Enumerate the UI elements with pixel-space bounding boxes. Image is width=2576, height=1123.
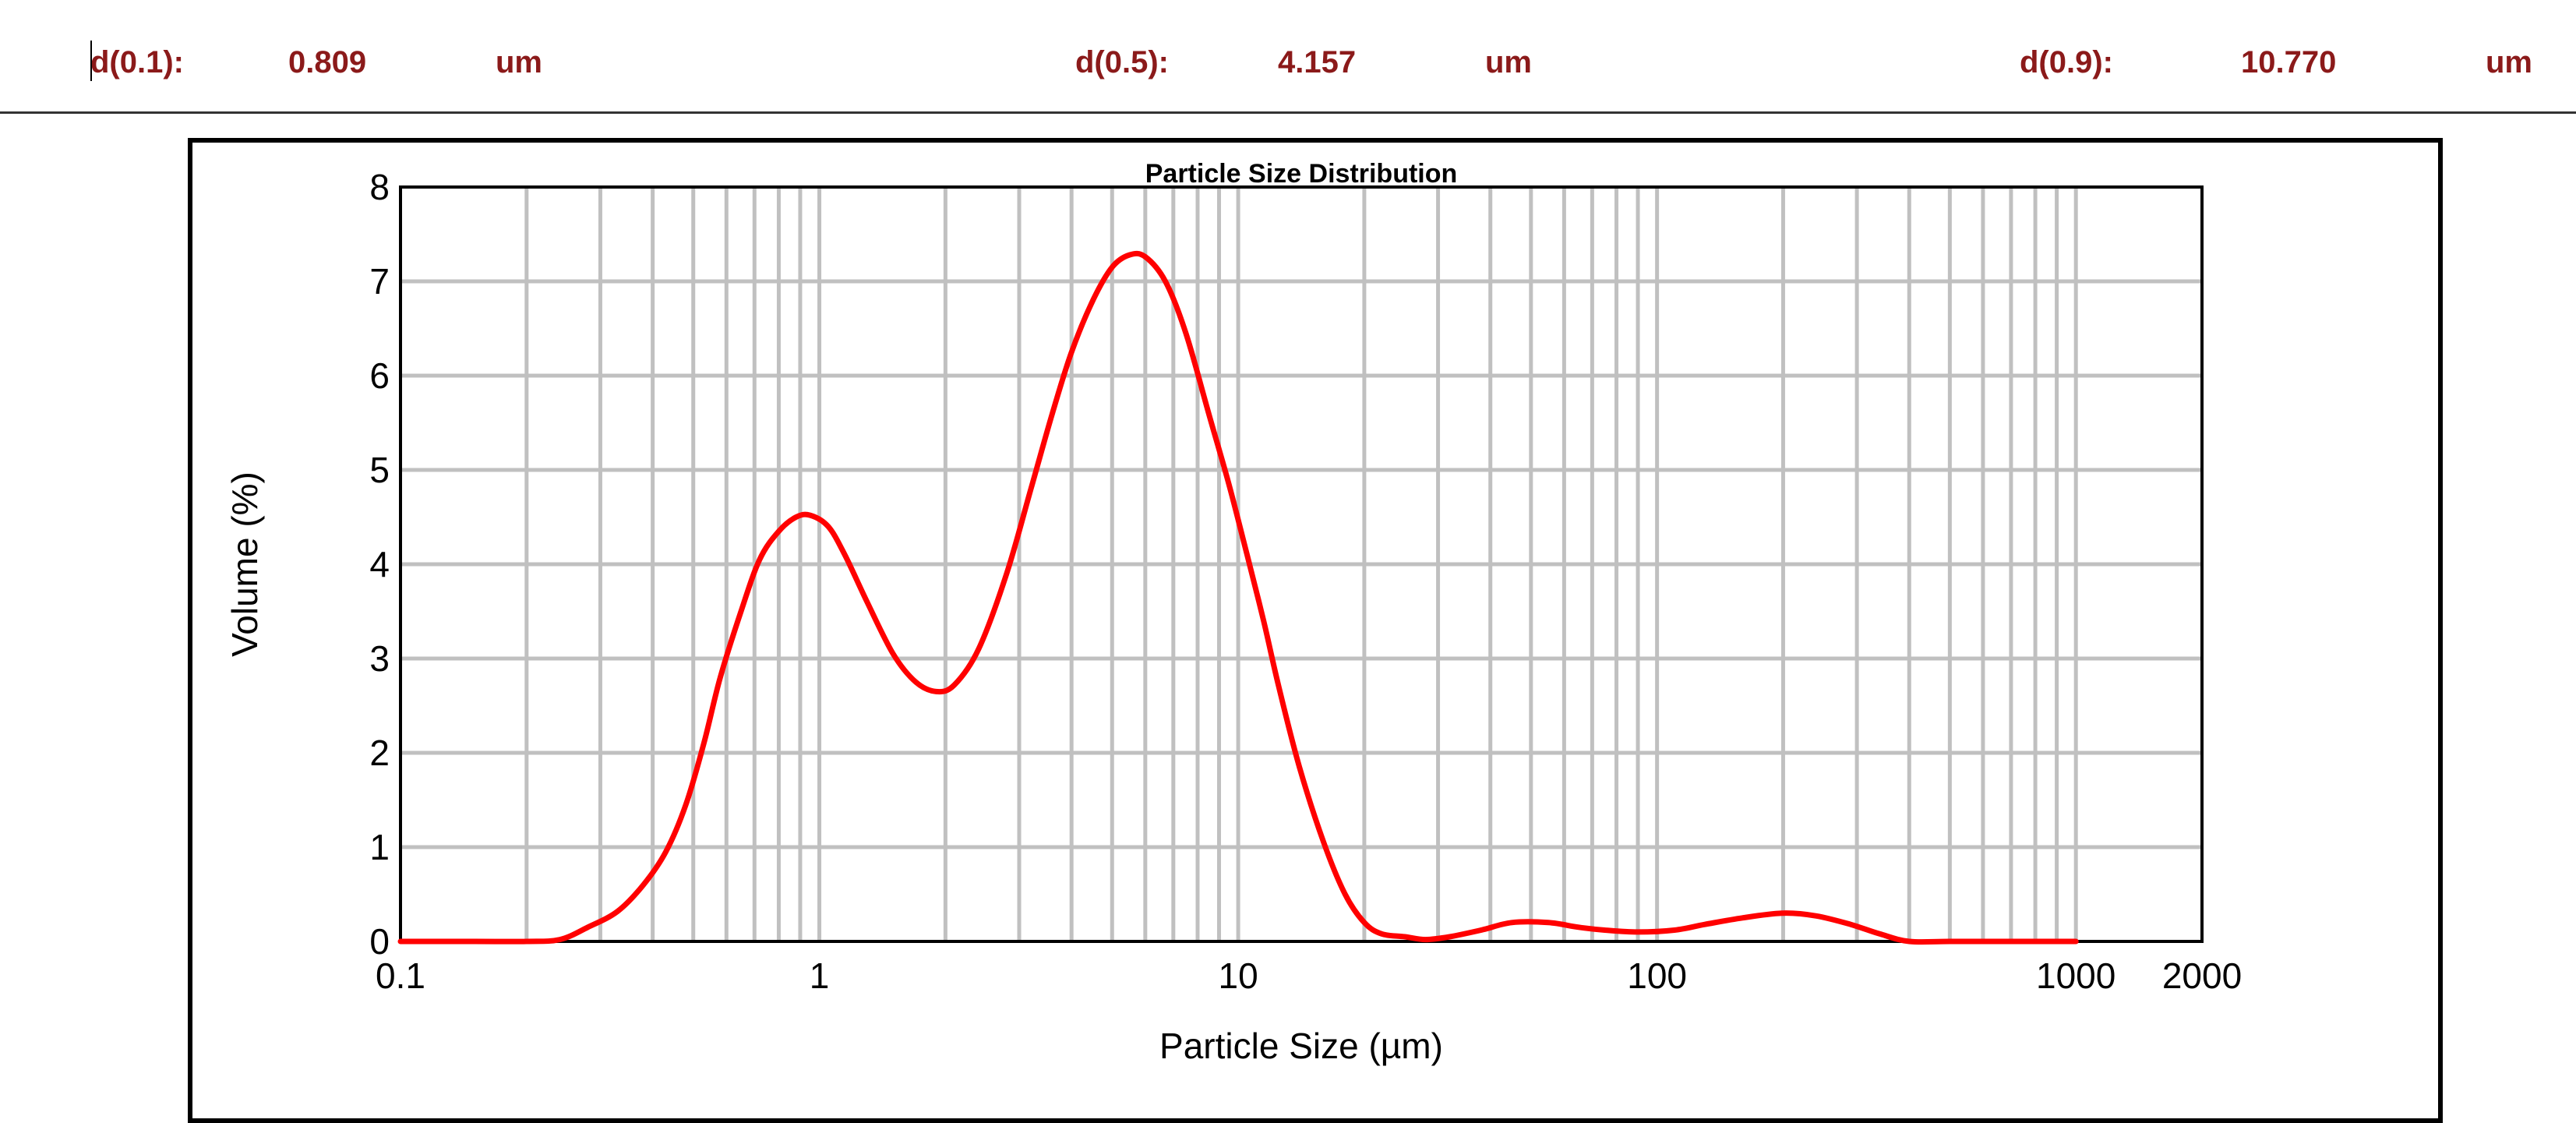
y-tick-label: 2 xyxy=(369,733,390,773)
d90-label: d(0.9): xyxy=(2020,45,2113,79)
plot-border xyxy=(399,185,2204,943)
chart-title: Particle Size Distribution xyxy=(1145,159,1458,189)
d50-label: d(0.5): xyxy=(1075,45,1169,79)
x-tick-label: 100 xyxy=(1627,955,1687,996)
tick-labels: 0.1 1 10 100 1000 2000 0 1 2 3 4 5 6 7 8 xyxy=(369,167,2242,996)
d10-unit: um xyxy=(496,45,542,79)
x-tick-label: 1 xyxy=(810,955,830,996)
d10-value: 0.809 xyxy=(288,45,367,79)
x-tick-label: 1000 xyxy=(2036,955,2115,996)
x-tick-label: 10 xyxy=(1219,955,1258,996)
y-tick-label: 5 xyxy=(369,450,390,490)
d90-value: 10.770 xyxy=(2241,45,2337,79)
series-line xyxy=(397,250,2079,945)
y-tick-label: 8 xyxy=(369,167,390,207)
d90-unit: um xyxy=(2486,45,2532,79)
y-tick-label: 7 xyxy=(369,261,390,302)
text-cursor xyxy=(90,41,92,81)
x-tick-label: 0.1 xyxy=(376,955,425,996)
chart-frame xyxy=(188,138,2443,1123)
x-axis-label: Particle Size (µm) xyxy=(1159,1026,1443,1066)
x-tick-label: 2000 xyxy=(2162,955,2242,996)
y-tick-label: 3 xyxy=(369,638,390,679)
y-tick-label: 1 xyxy=(369,827,390,867)
d50-value: 4.157 xyxy=(1278,45,1357,79)
y-tick-label: 6 xyxy=(369,355,390,396)
y-tick-label: 0 xyxy=(369,921,390,962)
y-axis-label: Volume (%) xyxy=(224,471,265,657)
grid-lines xyxy=(401,187,2202,941)
y-tick-label: 4 xyxy=(369,544,390,584)
d50-unit: um xyxy=(1485,45,1532,79)
header-divider xyxy=(0,111,2576,114)
d10-label: d(0.1): xyxy=(90,45,184,79)
